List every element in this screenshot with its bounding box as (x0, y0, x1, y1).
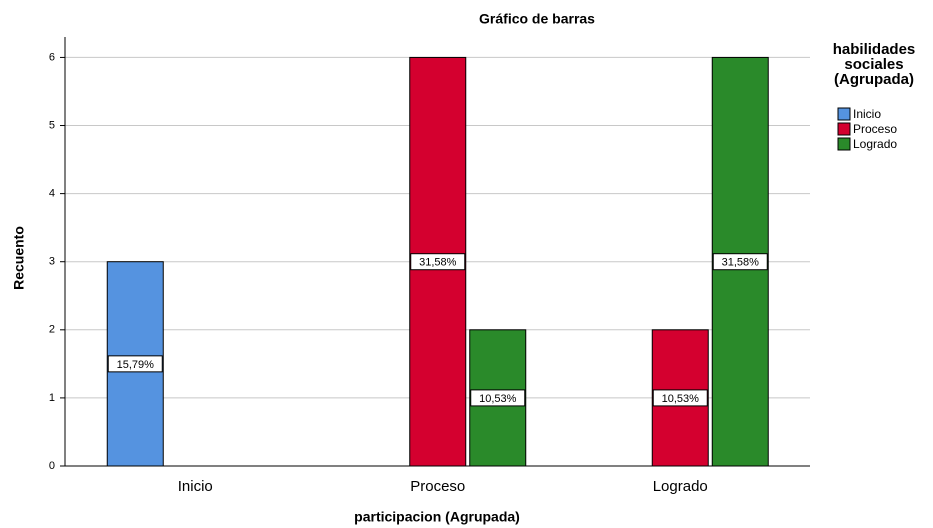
data-label: 15,79% (117, 359, 155, 371)
legend-title: habilidades sociales (Agrupada) (832, 41, 916, 88)
y-tick-label: 4 (49, 188, 55, 200)
legend-swatch (837, 107, 851, 121)
x-tick-label: Logrado (653, 478, 708, 495)
x-axis-label: participacion (Agrupada) (354, 509, 520, 525)
data-label: 31,58% (419, 257, 457, 269)
data-label: 31,58% (722, 257, 760, 269)
chart-title: Gráfico de barras (479, 11, 595, 27)
legend-label: Logrado (853, 137, 897, 151)
y-tick-label: 6 (49, 51, 55, 63)
data-label-box (410, 253, 466, 271)
legend-label: Inicio (853, 107, 881, 121)
x-tick-label: Proceso (410, 478, 465, 495)
legend-swatch (837, 122, 851, 136)
data-label-box (107, 355, 163, 373)
y-tick-label: 3 (49, 256, 55, 268)
data-label: 10,53% (662, 393, 700, 405)
legend-swatch (837, 137, 851, 151)
y-tick-label: 1 (49, 392, 55, 404)
data-label: 10,53% (479, 393, 517, 405)
data-label-box (652, 389, 708, 407)
x-tick-label: Inicio (178, 478, 213, 495)
y-tick-label: 5 (49, 119, 55, 131)
data-label-box (712, 253, 768, 271)
y-axis-label: Recuento (11, 226, 27, 290)
data-label-box (470, 389, 526, 407)
legend-label: Proceso (853, 122, 897, 136)
y-tick-label: 0 (49, 460, 55, 472)
y-tick-label: 2 (49, 324, 55, 336)
